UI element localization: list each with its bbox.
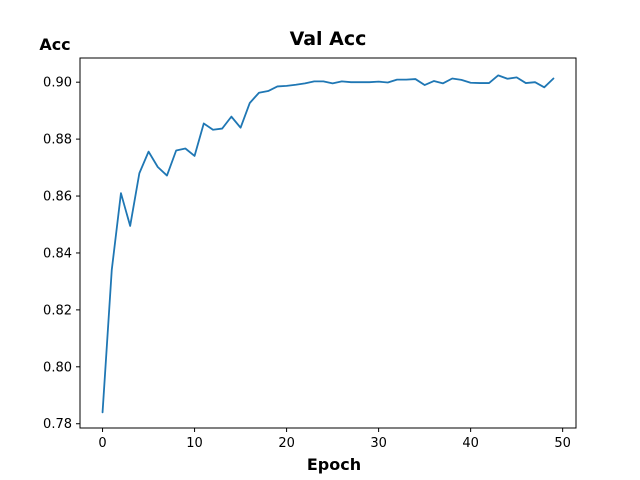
x-tick-label: 30 xyxy=(370,436,387,451)
x-tick-label: 20 xyxy=(278,436,295,451)
plot-frame xyxy=(79,57,577,429)
x-tick-label: 50 xyxy=(554,436,571,451)
x-tick-label: 10 xyxy=(186,436,203,451)
axis-ticks: 0 10 20 30 40 50 0.78 0.80 0.82 0.84 0.86 0.88 0.90 xyxy=(43,76,571,451)
x-axis-label: Epoch xyxy=(307,455,361,474)
y-tick-label: 0.84 xyxy=(43,246,72,261)
series-line xyxy=(101,74,555,414)
y-tick-label: 0.78 xyxy=(43,417,72,432)
y-tick-label: 0.82 xyxy=(43,303,72,318)
x-tick-label: 40 xyxy=(462,436,479,451)
x-tick-label: 0 xyxy=(98,436,106,451)
y-tick-label: 0.88 xyxy=(43,133,72,148)
y-tick-label: 0.86 xyxy=(43,190,72,205)
y-tick-label: 0.80 xyxy=(43,360,72,375)
chart-title: Val Acc xyxy=(290,28,367,50)
series-layer xyxy=(101,74,555,414)
y-tick-label: 0.90 xyxy=(43,76,72,91)
y-axis-label: Acc xyxy=(39,35,70,54)
